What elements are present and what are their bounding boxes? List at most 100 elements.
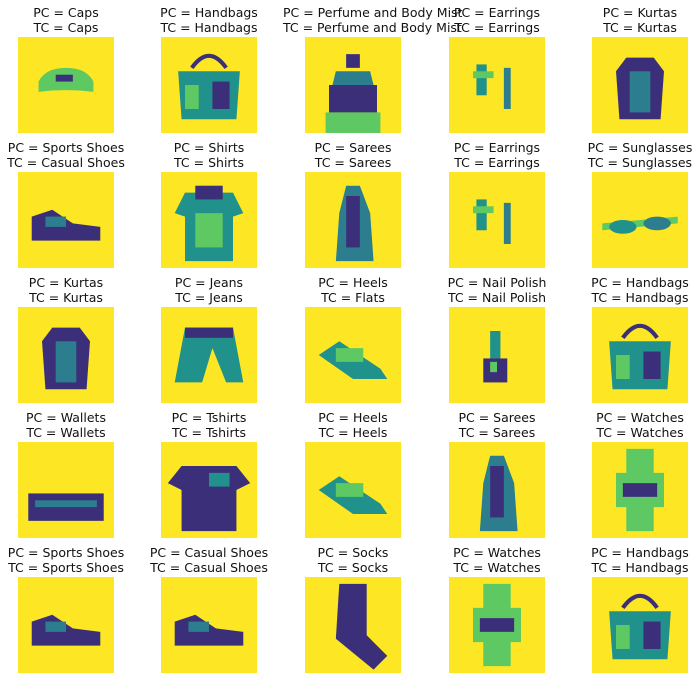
predicted-class-label: PC = Tshirts — [171, 410, 247, 425]
subplot-title: PC = Casual Shoes TC = Casual Shoes — [139, 545, 279, 575]
handbag-icon — [161, 37, 257, 133]
shoe-icon — [161, 577, 257, 673]
product-image — [18, 172, 114, 268]
true-class-label: TC = Caps — [33, 20, 99, 35]
subplot-title: PC = Caps TC = Caps — [0, 5, 136, 35]
true-class-label: TC = Watches — [596, 425, 684, 440]
product-image — [18, 442, 114, 538]
subplot-title: PC = Handbags TC = Handbags — [570, 545, 699, 575]
subplot-title: PC = Heels TC = Flats — [283, 275, 423, 305]
product-image — [592, 442, 688, 538]
subplot-title: PC = Jeans TC = Jeans — [139, 275, 279, 305]
predicted-class-label: PC = Casual Shoes — [149, 545, 269, 560]
product-image — [592, 172, 688, 268]
kurta-icon — [18, 307, 114, 403]
predicted-class-label: PC = Sarees — [458, 410, 536, 425]
predicted-class-label: PC = Caps — [33, 5, 99, 20]
subplot-title: PC = Sarees TC = Sarees — [427, 410, 567, 440]
true-class-label: TC = Casual Shoes — [7, 155, 125, 170]
true-class-label: TC = Socks — [317, 560, 389, 575]
earrings-icon — [449, 172, 545, 268]
subplot-title: PC = Shirts TC = Shirts — [139, 140, 279, 170]
saree-icon — [305, 172, 401, 268]
predicted-class-label: PC = Kurtas — [602, 5, 678, 20]
true-class-label: TC = Handbags — [591, 560, 689, 575]
watch-icon — [449, 577, 545, 673]
predicted-class-label: PC = Handbags — [591, 545, 689, 560]
subplot-title: PC = Watches TC = Watches — [570, 410, 699, 440]
subplot-title: PC = Earrings TC = Earrings — [427, 140, 567, 170]
nail-polish-icon — [449, 307, 545, 403]
true-class-label: TC = Kurtas — [603, 20, 677, 35]
true-class-label: TC = Tshirts — [171, 425, 247, 440]
predicted-class-label: PC = Watches — [453, 545, 541, 560]
predicted-class-label: PC = Sarees — [314, 140, 392, 155]
product-image — [449, 442, 545, 538]
predicted-class-label: PC = Perfume and Body Mist — [283, 5, 463, 20]
tshirt-icon — [161, 442, 257, 538]
true-class-label: TC = Handbags — [160, 20, 258, 35]
true-class-label: TC = Sarees — [314, 155, 392, 170]
perfume-icon — [305, 37, 401, 133]
heels-icon — [305, 307, 401, 403]
predicted-class-label: PC = Sunglasses — [587, 140, 693, 155]
product-image — [161, 577, 257, 673]
predicted-class-label: PC = Handbags — [160, 5, 258, 20]
true-class-label: TC = Heels — [318, 425, 388, 440]
true-class-label: TC = Kurtas — [29, 290, 103, 305]
product-image — [18, 577, 114, 673]
subplot-title: PC = Sports Shoes TC = Casual Shoes — [0, 140, 136, 170]
subplot-title: PC = Sarees TC = Sarees — [283, 140, 423, 170]
product-image — [449, 37, 545, 133]
subplot-title: PC = Sports Shoes TC = Sports Shoes — [0, 545, 136, 575]
socks-icon — [305, 577, 401, 673]
subplot-title: PC = Watches TC = Watches — [427, 545, 567, 575]
predicted-class-label: PC = Earrings — [453, 5, 541, 20]
subplot-title: PC = Sunglasses TC = Sunglasses — [570, 140, 699, 170]
subplot-title: PC = Kurtas TC = Kurtas — [0, 275, 136, 305]
earrings-icon — [449, 37, 545, 133]
true-class-label: TC = Perfume and Body Mist — [283, 20, 462, 35]
true-class-label: TC = Earrings — [454, 155, 540, 170]
shirt-icon — [161, 172, 257, 268]
product-image — [305, 577, 401, 673]
product-image — [592, 37, 688, 133]
predicted-class-label: PC = Socks — [317, 545, 389, 560]
product-image — [592, 577, 688, 673]
subplot-title: PC = Nail Polish TC = Nail Polish — [427, 275, 567, 305]
predicted-class-label: PC = Handbags — [591, 275, 689, 290]
handbag-icon — [592, 577, 688, 673]
true-class-label: TC = Nail Polish — [447, 290, 547, 305]
subplot-title: PC = Perfume and Body Mist TC = Perfume a… — [283, 5, 463, 35]
true-class-label: TC = Sports Shoes — [8, 560, 124, 575]
true-class-label: TC = Sarees — [458, 425, 536, 440]
wallet-icon — [18, 442, 114, 538]
subplot-title: PC = Handbags TC = Handbags — [570, 275, 699, 305]
predicted-class-label: PC = Heels — [318, 275, 388, 290]
product-image — [161, 172, 257, 268]
product-image — [161, 442, 257, 538]
product-image — [449, 172, 545, 268]
sunglasses-icon — [592, 172, 688, 268]
true-class-label: TC = Flats — [321, 290, 385, 305]
shoe-icon — [18, 577, 114, 673]
subplot-title: PC = Wallets TC = Wallets — [0, 410, 136, 440]
true-class-label: TC = Sunglasses — [587, 155, 693, 170]
predicted-class-label: PC = Watches — [596, 410, 684, 425]
shoe-icon — [18, 172, 114, 268]
predicted-class-label: PC = Earrings — [453, 140, 541, 155]
true-class-label: TC = Shirts — [174, 155, 244, 170]
subplot-title: PC = Heels TC = Heels — [283, 410, 423, 440]
subplot-title: PC = Tshirts TC = Tshirts — [139, 410, 279, 440]
handbag-icon — [592, 307, 688, 403]
saree-icon — [449, 442, 545, 538]
jeans-icon — [161, 307, 257, 403]
true-class-label: TC = Watches — [453, 560, 541, 575]
predicted-class-label: PC = Jeans — [174, 275, 244, 290]
subplot-title: PC = Handbags TC = Handbags — [139, 5, 279, 35]
product-image — [161, 307, 257, 403]
product-image — [592, 307, 688, 403]
true-class-label: TC = Casual Shoes — [150, 560, 268, 575]
predicted-class-label: PC = Sports Shoes — [7, 545, 125, 560]
product-image — [305, 307, 401, 403]
